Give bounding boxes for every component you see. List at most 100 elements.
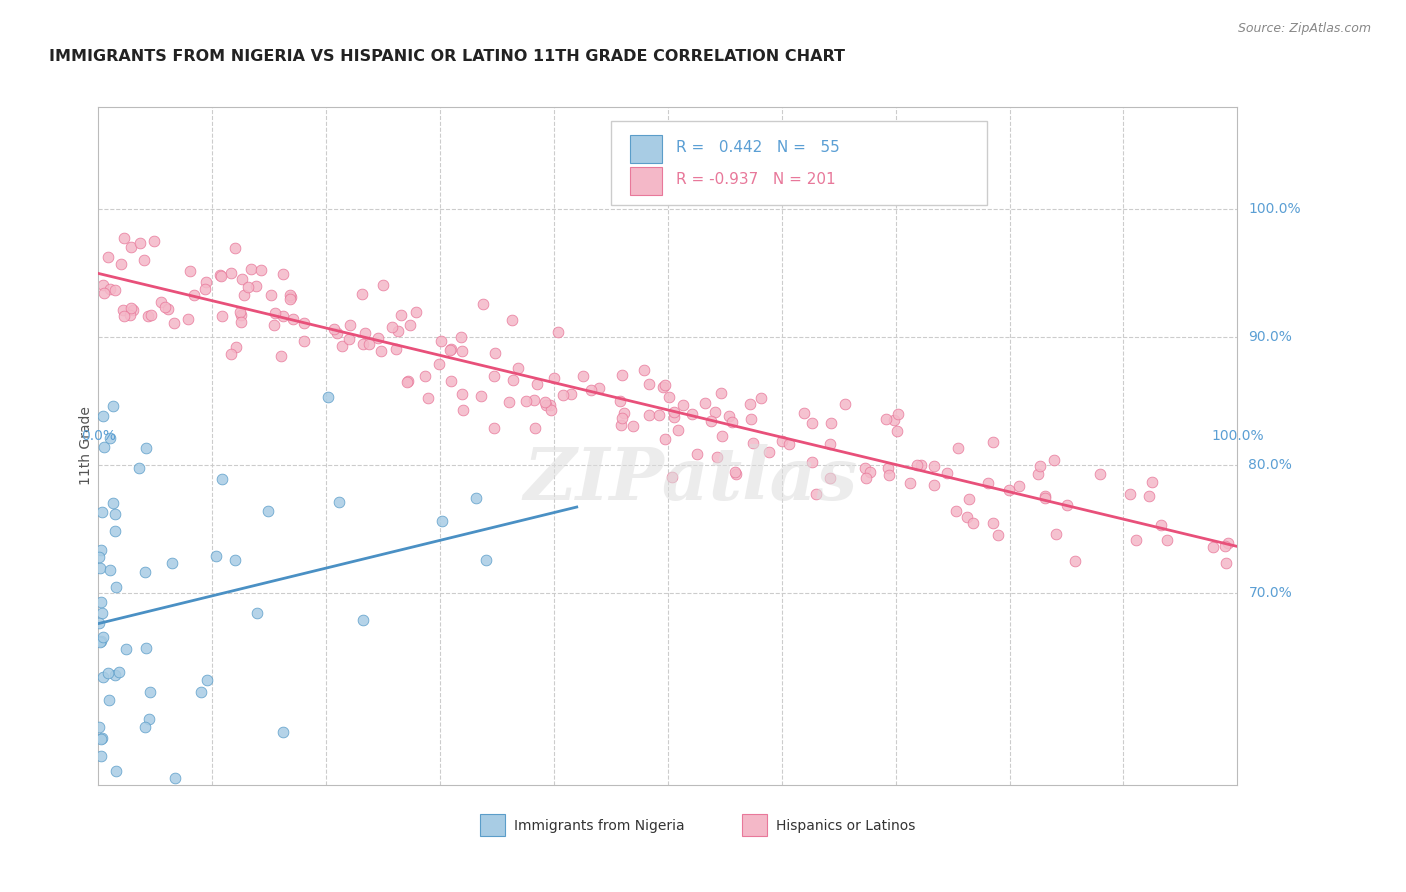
Point bbox=[633, 363, 655, 377]
Point bbox=[538, 398, 561, 412]
Point bbox=[654, 377, 676, 392]
Point bbox=[163, 316, 186, 330]
Point bbox=[700, 414, 723, 428]
Point bbox=[90, 749, 112, 764]
Point bbox=[450, 343, 472, 358]
Point bbox=[652, 380, 675, 394]
Point bbox=[89, 845, 111, 859]
Text: 70.0%: 70.0% bbox=[1249, 586, 1292, 600]
Point bbox=[1043, 453, 1066, 467]
Point bbox=[875, 412, 897, 426]
Point bbox=[118, 308, 141, 322]
Point bbox=[1033, 491, 1056, 505]
Point bbox=[526, 377, 548, 392]
Point bbox=[740, 397, 762, 411]
Point bbox=[501, 313, 523, 327]
Point bbox=[453, 403, 475, 417]
Point bbox=[801, 455, 824, 469]
Point bbox=[1090, 467, 1112, 481]
Point bbox=[859, 466, 882, 480]
FancyBboxPatch shape bbox=[630, 167, 662, 195]
Point bbox=[120, 240, 142, 254]
Point bbox=[104, 524, 127, 539]
Point bbox=[740, 412, 762, 426]
Point bbox=[157, 301, 180, 316]
Point bbox=[141, 308, 163, 322]
Point bbox=[263, 306, 285, 320]
Point bbox=[551, 388, 574, 402]
Point bbox=[413, 368, 436, 383]
Point bbox=[465, 491, 488, 506]
Point bbox=[211, 309, 233, 323]
Text: 80.0%: 80.0% bbox=[1249, 458, 1292, 472]
Text: ZIPatlas: ZIPatlas bbox=[523, 444, 858, 516]
Point bbox=[229, 315, 252, 329]
Point bbox=[706, 450, 728, 464]
Point bbox=[163, 772, 186, 786]
Point bbox=[224, 552, 246, 566]
Point bbox=[205, 549, 228, 563]
Text: R =   0.442   N =   55: R = 0.442 N = 55 bbox=[676, 140, 839, 155]
Point bbox=[270, 349, 292, 363]
Point bbox=[506, 360, 529, 375]
Point bbox=[114, 309, 136, 323]
Point bbox=[98, 563, 121, 577]
Point bbox=[484, 421, 506, 435]
Point bbox=[292, 334, 315, 348]
Point bbox=[721, 416, 744, 430]
Point bbox=[717, 409, 740, 423]
Point bbox=[770, 434, 793, 448]
Point bbox=[986, 528, 1008, 542]
Point bbox=[194, 275, 217, 289]
Point bbox=[224, 241, 246, 255]
Point bbox=[143, 234, 166, 248]
Point bbox=[502, 374, 524, 388]
Point bbox=[91, 505, 114, 519]
Point bbox=[89, 549, 111, 564]
Point bbox=[350, 287, 373, 301]
Point bbox=[534, 398, 557, 412]
Point bbox=[134, 253, 156, 268]
Point bbox=[233, 288, 256, 302]
Point bbox=[613, 406, 636, 420]
Point bbox=[1215, 557, 1237, 571]
Point bbox=[120, 301, 142, 316]
Point bbox=[977, 475, 1000, 490]
Point bbox=[294, 316, 316, 330]
Text: Hispanics or Latinos: Hispanics or Latinos bbox=[776, 819, 915, 832]
Point bbox=[450, 330, 472, 344]
Point bbox=[1202, 540, 1225, 554]
Point bbox=[330, 339, 353, 353]
Point bbox=[271, 724, 294, 739]
Point bbox=[560, 386, 582, 401]
Point bbox=[183, 287, 205, 301]
Point bbox=[758, 445, 780, 459]
Point bbox=[326, 326, 349, 340]
Point bbox=[318, 390, 340, 404]
Point bbox=[945, 504, 967, 518]
Point bbox=[98, 282, 121, 296]
Point bbox=[648, 409, 671, 423]
Point bbox=[103, 496, 125, 510]
Point bbox=[1140, 475, 1163, 490]
Point bbox=[97, 665, 120, 680]
Point bbox=[111, 303, 134, 318]
Point bbox=[87, 720, 110, 734]
Point bbox=[278, 292, 301, 306]
Point bbox=[704, 405, 727, 419]
Point bbox=[883, 413, 905, 427]
FancyBboxPatch shape bbox=[479, 814, 505, 836]
Point bbox=[1156, 533, 1178, 547]
Point bbox=[389, 308, 412, 322]
Point bbox=[138, 712, 160, 726]
Point bbox=[115, 642, 138, 657]
Point bbox=[398, 318, 420, 332]
Point bbox=[778, 437, 800, 451]
Point bbox=[610, 411, 633, 425]
Point bbox=[281, 311, 304, 326]
Text: Immigrants from Nigeria: Immigrants from Nigeria bbox=[515, 819, 685, 832]
Point bbox=[418, 391, 440, 405]
Point bbox=[1218, 536, 1240, 550]
Point bbox=[149, 294, 172, 309]
Point bbox=[638, 376, 661, 391]
